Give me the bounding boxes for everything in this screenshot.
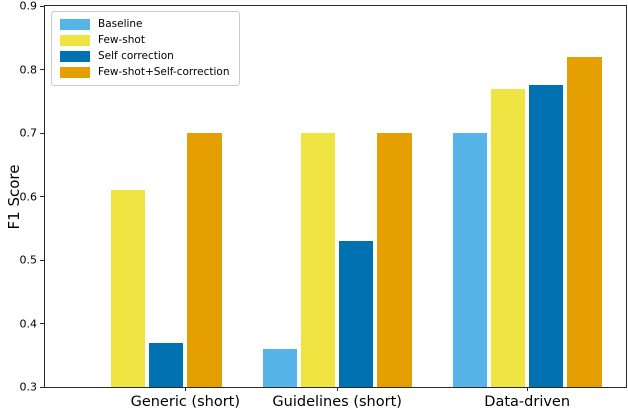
bar-few-shot-guidelines-short	[300, 133, 336, 387]
xtick-mark-guidelines-short	[336, 387, 338, 391]
xtick-label-guidelines-short: Guidelines (short)	[272, 394, 402, 408]
bar-few-shot-self-correction-data-driven	[567, 56, 602, 387]
xtick-mark-generic-short	[184, 387, 186, 391]
legend-item-few-shot: Few-shot	[60, 35, 229, 46]
bar-self-correction-guidelines-short	[338, 240, 374, 387]
bar-baseline-data-driven	[452, 133, 488, 387]
ytick-mark-0.3	[40, 386, 44, 388]
legend-swatch-self-correction	[60, 51, 90, 62]
legend-swatch-few-shot-self-correction	[60, 67, 90, 78]
bar-few-shot-data-driven	[490, 88, 526, 387]
ytick-label-0.4: 0.4	[19, 317, 38, 330]
legend-item-few-shot-self-correction: Few-shot+Self-correction	[60, 67, 229, 78]
xtick-label-data-driven: Data-driven	[484, 394, 571, 408]
ytick-label-0.6: 0.6	[19, 190, 38, 203]
legend-label-few-shot: Few-shot	[98, 34, 145, 46]
ytick-mark-0.4	[40, 323, 44, 324]
ytick-mark-0.9	[40, 5, 44, 7]
plot-area: F1 Score 0.3 0.4 0.5 0.6 0.7 0.8 0.9 Generic (…	[5, 1, 627, 408]
bar-few-shot-self-correction-generic-short	[187, 133, 222, 387]
legend-item-self-correction: Self correction	[60, 51, 229, 62]
legend-item-baseline: Baseline	[60, 19, 229, 30]
legend: Baseline Few-shot Self correction Few-shot+…	[51, 11, 241, 86]
legend-swatch-few-shot	[60, 35, 90, 46]
ytick-label-0.3: 0.3	[19, 380, 38, 394]
ytick-label-0.5: 0.5	[19, 253, 38, 267]
bar-few-shot-self-correction-guidelines-short	[377, 133, 412, 387]
bar-self-correction-data-driven	[528, 85, 564, 387]
bar-baseline-guidelines-short	[262, 348, 298, 387]
ytick-mark-0.8	[40, 69, 44, 70]
ytick-mark-0.5	[40, 259, 44, 261]
ytick-label-0.8: 0.8	[19, 63, 38, 76]
ytick-label-0.7: 0.7	[19, 126, 38, 140]
xtick-mark-data-driven	[526, 387, 528, 391]
bar-few-shot-generic-short	[110, 190, 146, 387]
ytick-mark-0.7	[40, 132, 44, 134]
legend-swatch-baseline	[60, 19, 90, 30]
legend-label-self-correction: Self correction	[98, 50, 174, 62]
bar-self-correction-generic-short	[148, 342, 184, 387]
xtick-label-generic-short: Generic (short)	[130, 394, 241, 408]
ytick-mark-0.6	[40, 196, 44, 197]
legend-label-baseline: Baseline	[98, 18, 143, 30]
legend-label-few-shot-self-correction: Few-shot+Self-correction	[98, 66, 230, 78]
ytick-label-0.9: 0.9	[19, 0, 38, 13]
